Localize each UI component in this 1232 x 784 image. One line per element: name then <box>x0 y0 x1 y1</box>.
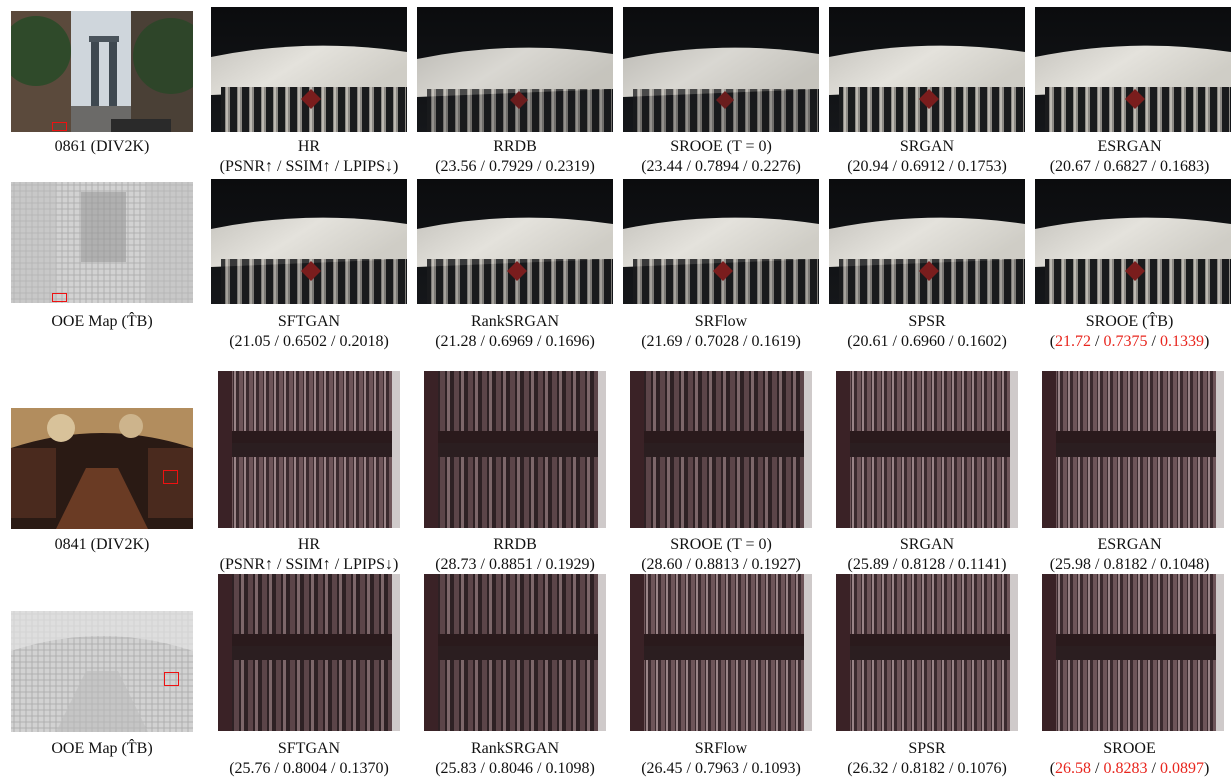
crop-rrdb <box>417 7 613 132</box>
caption-hr: HR (PSNR↑ / SSIM↑ / LPIPS↓) <box>219 138 399 175</box>
caption-srflow-2: SRFlow (26.45 / 0.7963 / 0.1093) <box>641 740 801 777</box>
caption-sftgan: SFTGAN (21.05 / 0.6502 / 0.2018) <box>229 313 389 350</box>
crop-ranksrgan <box>417 179 613 304</box>
crop-srooe-2 <box>1042 574 1224 731</box>
thumb-0841-library <box>11 408 193 529</box>
caption-srflow: SRFlow (21.69 / 0.7028 / 0.1619) <box>641 313 801 350</box>
caption-srgan-2: SRGAN (25.89 / 0.8128 / 0.1141) <box>847 536 1007 573</box>
caption-spsr: SPSR (20.61 / 0.6960 / 0.1602) <box>847 313 1007 350</box>
crop-rrdb-2 <box>424 371 606 528</box>
caption-srooe-t0: SROOE (T = 0) (23.44 / 0.7894 / 0.2276) <box>641 138 801 175</box>
caption-0841: 0841 (DIV2K) <box>54 536 150 553</box>
best-psnr: 26.58 <box>1055 760 1092 777</box>
crop-ranksrgan-2 <box>424 574 606 731</box>
best-psnr: 21.72 <box>1055 333 1092 350</box>
crop-srgan-2 <box>836 371 1018 528</box>
crop-srooe-tb <box>1035 179 1231 304</box>
caption-srgan: SRGAN (20.94 / 0.6912 / 0.1753) <box>847 138 1007 175</box>
caption-srooe-t0-2: SROOE (T = 0) (28.60 / 0.8813 / 0.1927) <box>641 536 801 573</box>
crop-hr-2 <box>218 371 400 528</box>
crop-spsr-2 <box>836 574 1018 731</box>
crop-srflow-2 <box>630 574 812 731</box>
crop-sftgan <box>211 179 407 304</box>
best-lpips: 0.0897 <box>1159 760 1204 777</box>
crop-esrgan-2 <box>1042 371 1224 528</box>
caption-esrgan-2: ESRGAN (25.98 / 0.8182 / 0.1048) <box>1049 536 1210 573</box>
crop-srgan <box>829 7 1025 132</box>
caption-esrgan: ESRGAN (20.67 / 0.6827 / 0.1683) <box>1049 138 1210 175</box>
zoom-region-marker <box>52 293 67 302</box>
crop-srooe-t0 <box>623 7 819 132</box>
zoom-region-marker <box>163 470 178 484</box>
caption-ooe-map-2: OOE Map (T̂B) <box>51 740 153 757</box>
best-ssim: 0.8283 <box>1103 760 1148 777</box>
crop-srooe-t0-2 <box>630 371 812 528</box>
ooe-map-0861 <box>11 182 193 303</box>
crop-spsr <box>829 179 1025 304</box>
crop-esrgan <box>1035 7 1231 132</box>
crop-sftgan-2 <box>218 574 400 731</box>
caption-rrdb-2: RRDB (28.73 / 0.8851 / 0.1929) <box>435 536 595 573</box>
caption-srooe-2: SROOE (26.58 / 0.8283 / 0.0897) <box>1049 740 1210 777</box>
caption-hr-2: HR (PSNR↑ / SSIM↑ / LPIPS↓) <box>219 536 399 573</box>
zoom-region-marker <box>52 122 67 131</box>
thumb-0861-street <box>11 11 193 132</box>
zoom-region-marker <box>164 672 179 686</box>
caption-0861: 0861 (DIV2K) <box>54 138 150 155</box>
caption-ooe-map: OOE Map (T̂B) <box>51 313 153 330</box>
caption-sftgan-2: SFTGAN (25.76 / 0.8004 / 0.1370) <box>229 740 389 777</box>
best-lpips: 0.1339 <box>1159 333 1204 350</box>
best-ssim: 0.7375 <box>1103 333 1148 350</box>
caption-spsr-2: SPSR (26.32 / 0.8182 / 0.1076) <box>847 740 1007 777</box>
ooe-map-0841 <box>11 611 193 732</box>
caption-srooe-tb: SROOE (T̂B) (21.72 / 0.7375 / 0.1339) <box>1049 313 1210 350</box>
crop-srflow <box>623 179 819 304</box>
caption-rrdb: RRDB (23.56 / 0.7929 / 0.2319) <box>435 138 595 175</box>
caption-ranksrgan-2: RankSRGAN (25.83 / 0.8046 / 0.1098) <box>435 740 595 777</box>
crop-hr <box>211 7 407 132</box>
caption-ranksrgan: RankSRGAN (21.28 / 0.6969 / 0.1696) <box>435 313 595 350</box>
